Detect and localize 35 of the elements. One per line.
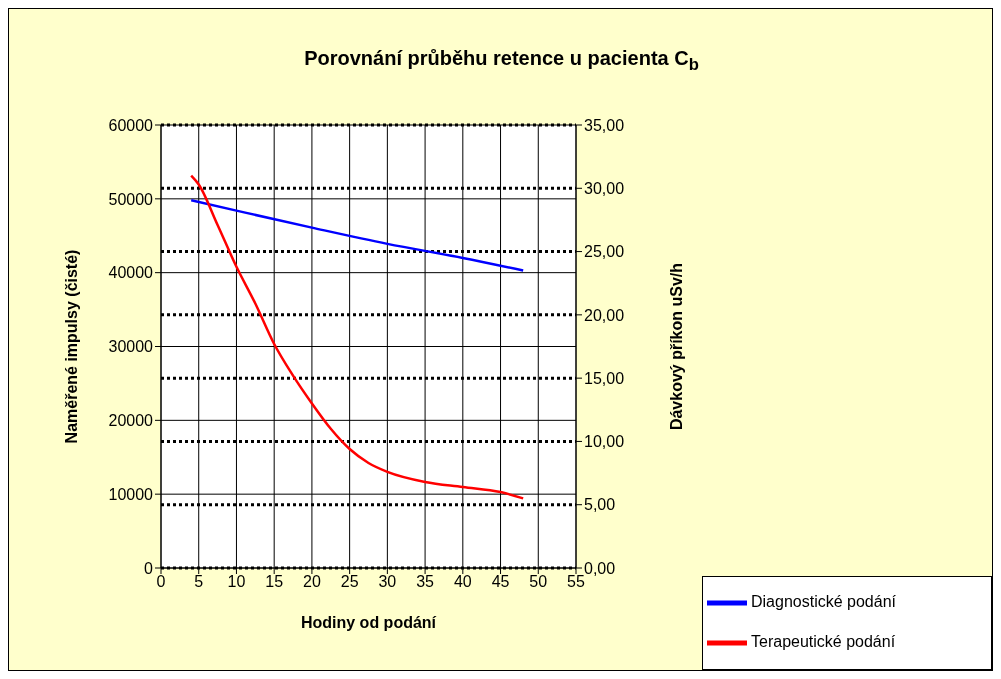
y2-tick-label: 10,00	[584, 433, 625, 451]
y2-tick-label: 5,00	[584, 496, 616, 514]
x-tick-label: 55	[567, 573, 585, 591]
x-tick-label: 20	[303, 573, 321, 591]
y-axis-title: Naměřené impulsy (čisté)	[62, 249, 80, 444]
y2-tick-label: 20,00	[584, 306, 625, 324]
y2-tick-label: 35,00	[584, 116, 625, 134]
y-tick-label: 20000	[108, 412, 154, 430]
x-tick-label: 15	[265, 573, 284, 591]
y2-tick-label: 15,00	[584, 369, 625, 387]
line-series	[189, 174, 525, 500]
y2-tick-label: 0,00	[584, 559, 616, 577]
line-series	[189, 199, 525, 272]
legend-label: Terapeutické podání	[751, 633, 896, 651]
x-tick-label: 30	[378, 573, 397, 591]
x-tick-label: 40	[453, 573, 472, 591]
x-tick-label: 0	[156, 573, 166, 591]
y2-tick-label: 25,00	[584, 243, 625, 261]
x-tick-label: 45	[491, 573, 510, 591]
chart-title: Porovnání průběhu retence u pacienta C$_{b}$	[304, 47, 699, 74]
x-axis-title: Hodiny od podání	[300, 614, 437, 631]
x-tick-label: 10	[227, 573, 246, 591]
y-tick-label: 50000	[108, 190, 154, 208]
y-tick-label: 60000	[108, 116, 154, 134]
legend-label: Diagnostické podání	[751, 593, 896, 611]
y-tick-label: 40000	[108, 264, 154, 282]
x-tick-label: 35	[416, 573, 435, 591]
y2-tick-label: 30,00	[584, 179, 625, 197]
x-tick-label: 25	[340, 573, 359, 591]
x-tick-label: 5	[194, 573, 204, 591]
y2-axis-title: Dávkový příkon uSv/h	[667, 262, 685, 431]
x-tick-label: 50	[529, 573, 548, 591]
y-tick-label: 0	[144, 559, 154, 577]
y-tick-label: 10000	[108, 485, 154, 503]
y-tick-label: 30000	[108, 338, 154, 356]
